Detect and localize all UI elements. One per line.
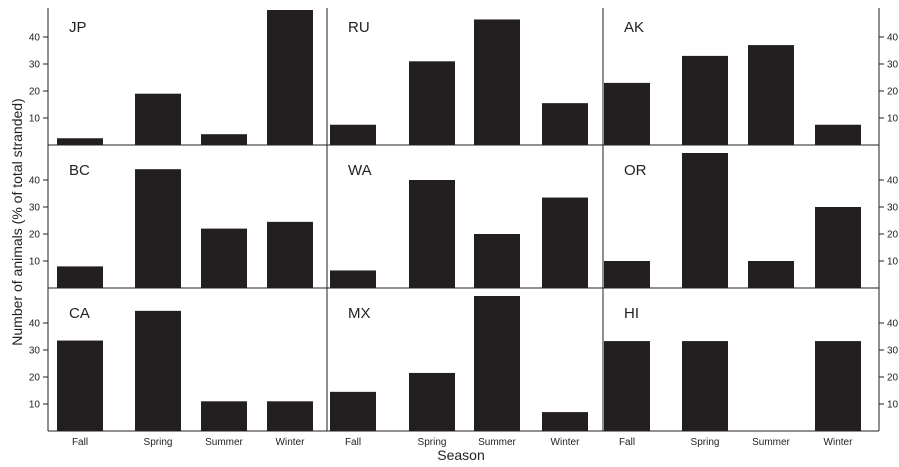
bar-ca-summer: [201, 401, 247, 431]
y-tick-label-right: 30: [887, 60, 899, 71]
bar-mx-spring: [409, 372, 455, 431]
y-tick-label-right: 40: [887, 33, 899, 44]
y-tick-label-left: 10: [29, 257, 41, 268]
x-category-label: Spring: [418, 437, 447, 448]
x-category-label: Summer: [478, 437, 516, 448]
bar-wa-summer: [474, 234, 520, 288]
bar-bc-summer: [201, 228, 247, 288]
bar-bc-spring: [135, 169, 181, 288]
bar-ca-fall: [57, 340, 103, 431]
y-tick-label-left: 40: [29, 33, 41, 44]
panel-label-ak: AK: [624, 19, 644, 36]
bar-ru-fall: [330, 124, 376, 145]
y-tick-label-right: 10: [887, 257, 899, 268]
panel-label-wa: WA: [348, 162, 372, 179]
bar-ru-winter: [542, 103, 588, 145]
bar-ak-fall: [604, 82, 650, 145]
y-tick-label-left: 30: [29, 60, 41, 71]
panel-label-or: OR: [624, 162, 647, 179]
bar-ak-summer: [748, 45, 794, 145]
bar-jp-summer: [201, 134, 247, 145]
panel-label-ca: CA: [69, 305, 90, 322]
x-category-label: Fall: [345, 437, 361, 448]
y-axis-title: Number of animals (% of total stranded): [9, 98, 25, 345]
y-tick-label-left: 40: [29, 319, 41, 330]
bar-or-winter: [815, 207, 861, 288]
panel-label-mx: MX: [348, 305, 371, 322]
bar-jp-spring: [135, 93, 181, 145]
x-category-label: Winter: [824, 437, 854, 448]
y-tick-label-right: 10: [887, 114, 899, 125]
bar-ca-winter: [267, 401, 313, 431]
y-tick-label-right: 40: [887, 319, 899, 330]
y-tick-label-left: 10: [29, 114, 41, 125]
x-category-label: Winter: [276, 437, 306, 448]
bar-bc-fall: [57, 266, 103, 288]
x-axis-title: Season: [437, 447, 484, 462]
bar-ca-spring: [135, 310, 181, 431]
bar-ak-spring: [682, 55, 728, 145]
x-category-label: Fall: [619, 437, 635, 448]
bar-or-summer: [748, 261, 794, 288]
y-tick-label-right: 20: [887, 87, 899, 98]
x-category-label: Fall: [72, 437, 88, 448]
x-category-label: Winter: [551, 437, 581, 448]
y-tick-label-right: 40: [887, 176, 899, 187]
bar-jp-fall: [57, 138, 103, 145]
bar-hi-winter: [815, 341, 861, 431]
bar-hi-spring: [682, 341, 728, 431]
panel-label-hi: HI: [624, 305, 639, 322]
y-tick-label-left: 20: [29, 373, 41, 384]
x-category-label: Summer: [205, 437, 243, 448]
x-category-label: Summer: [752, 437, 790, 448]
bar-or-fall: [604, 261, 650, 288]
y-tick-label-left: 40: [29, 176, 41, 187]
bar-wa-spring: [409, 180, 455, 288]
x-category-label: Spring: [144, 437, 173, 448]
panel-label-ru: RU: [348, 19, 370, 36]
y-tick-label-right: 30: [887, 203, 899, 214]
y-tick-label-left: 30: [29, 203, 41, 214]
bar-ak-winter: [815, 124, 861, 145]
y-tick-label-left: 20: [29, 230, 41, 241]
y-tick-label-right: 30: [887, 346, 899, 357]
bar-or-spring: [682, 153, 728, 288]
bar-ru-summer: [474, 19, 520, 146]
bar-wa-winter: [542, 197, 588, 288]
y-tick-label-left: 20: [29, 87, 41, 98]
bar-mx-summer: [474, 296, 520, 431]
bar-mx-winter: [542, 412, 588, 431]
y-tick-label-right: 20: [887, 373, 899, 384]
y-tick-label-left: 10: [29, 400, 41, 411]
x-category-label: Spring: [691, 437, 720, 448]
bar-hi-fall: [604, 341, 650, 431]
y-tick-label-right: 20: [887, 230, 899, 241]
bar-wa-fall: [330, 270, 376, 288]
bar-jp-winter: [267, 10, 313, 145]
bar-ru-spring: [409, 61, 455, 145]
bar-mx-fall: [330, 391, 376, 431]
panel-label-jp: JP: [69, 19, 87, 36]
y-tick-label-right: 10: [887, 400, 899, 411]
bar-bc-winter: [267, 221, 313, 288]
panel-label-bc: BC: [69, 162, 90, 179]
y-tick-label-left: 30: [29, 346, 41, 357]
